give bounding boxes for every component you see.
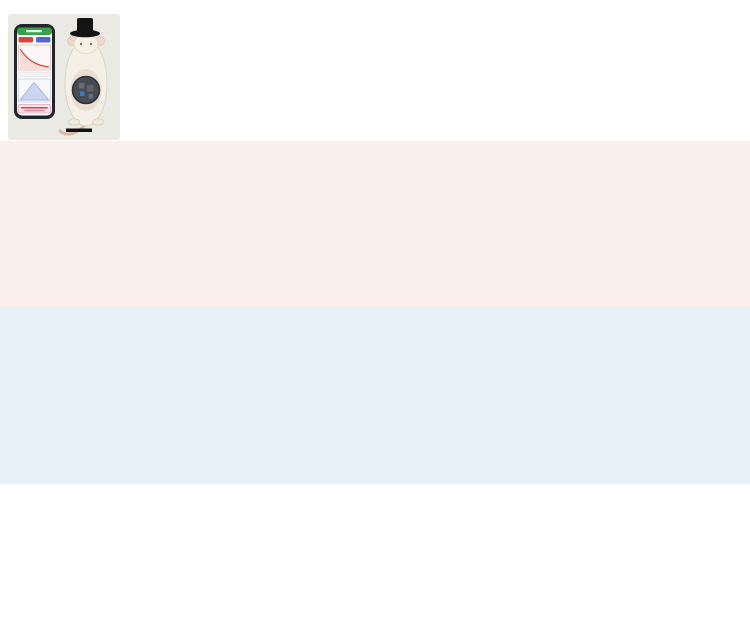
chart-glucose-rat1	[0, 148, 198, 306]
heatmap-glucose-error	[0, 490, 370, 556]
implanted-device	[71, 75, 101, 105]
glucose-row-background	[0, 141, 750, 307]
chart-metformin-rat2	[203, 316, 383, 476]
barchart-auc	[378, 490, 560, 640]
timeline-graphic	[118, 0, 750, 141]
heatmap-metformin-error	[0, 560, 370, 626]
app-alert-banner	[18, 104, 51, 114]
hat-crown	[77, 18, 93, 34]
chart-glucose-rat2	[203, 148, 383, 306]
chart-clarke-grid-glucose	[598, 146, 750, 310]
timeline-panel	[118, 0, 750, 141]
rat-with-device	[58, 18, 108, 136]
barchart-rmax	[565, 490, 750, 640]
metformin-row-background	[0, 307, 750, 484]
chart-metformin-rat1	[0, 316, 198, 476]
app-red-button	[18, 37, 33, 43]
app-blue-button	[36, 37, 51, 43]
smartphone	[14, 24, 55, 119]
scale-bar	[66, 128, 92, 132]
rat-photo-panel	[8, 10, 120, 140]
rat-photo	[8, 14, 120, 140]
chart-error-grid-metformin	[598, 312, 750, 478]
chart-metformin-rat3	[406, 316, 586, 476]
chart-glucose-rat3	[406, 148, 586, 306]
